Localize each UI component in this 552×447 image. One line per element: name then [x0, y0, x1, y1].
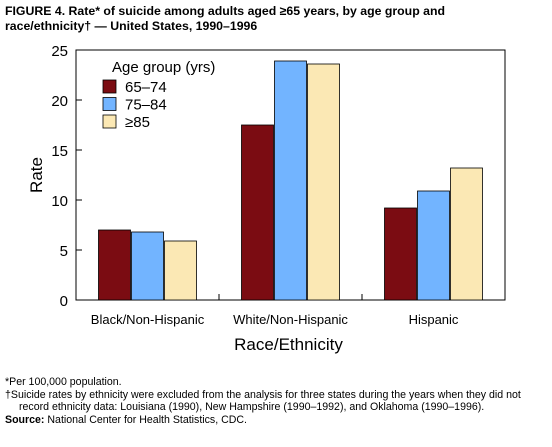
footnote-dagger: †Suicide rates by ethnicity were exclude… — [5, 388, 521, 414]
bar — [384, 207, 417, 301]
figure-title: FIGURE 4. Rate* of suicide among adults … — [5, 4, 545, 34]
footnotes: *Per 100,000 population. †Suicide rates … — [5, 376, 547, 426]
source-note: Source: National Center for Health Stati… — [5, 414, 547, 427]
legend-label: 65–74 — [125, 79, 167, 96]
legend-label: 75–84 — [125, 97, 167, 114]
bar — [417, 190, 450, 301]
legend-swatch — [102, 97, 117, 111]
chart-axes: 0 5 10 15 20 25 Rate Black/Non-Hispanic White/No… — [27, 43, 506, 354]
bar — [164, 240, 197, 301]
chart-bars — [98, 60, 483, 301]
bar — [307, 63, 340, 301]
y-tick-label: 0 — [60, 293, 68, 310]
source-label: Source: — [5, 413, 45, 426]
footnote-star: *Per 100,000 population. — [5, 376, 122, 388]
x-axis-label: Race/Ethnicity — [234, 335, 343, 354]
legend-swatch — [102, 114, 117, 129]
y-tick-label: 5 — [60, 243, 68, 260]
y-tick-label: 15 — [51, 143, 68, 160]
bar — [131, 231, 164, 301]
legend-title: Age group (yrs) — [112, 59, 215, 76]
bar — [241, 124, 274, 301]
y-axis-label: Rate — [27, 157, 46, 193]
x-tick-label: White/Non-Hispanic — [233, 312, 348, 327]
legend-label: ≥85 — [125, 114, 150, 131]
source-text: National Center for Health Statistics, C… — [44, 413, 247, 426]
bar — [98, 229, 131, 301]
legend-swatch — [102, 79, 117, 94]
y-tick-label: 20 — [51, 93, 68, 110]
bar-chart: 0 5 10 15 20 25 Rate Black/Non-Hispanic White/No… — [27, 43, 506, 354]
x-tick-label: Black/Non-Hispanic — [91, 312, 205, 327]
bar — [450, 167, 483, 301]
bar — [274, 60, 307, 301]
figure-title-line-2: race/ethnicity† — United States, 1990–19… — [5, 19, 258, 33]
figure-title-line-1: FIGURE 4. Rate* of suicide among adults … — [5, 4, 445, 18]
y-tick-label: 25 — [51, 43, 68, 60]
x-tick-label: Hispanic — [409, 312, 459, 327]
y-tick-label: 10 — [51, 193, 68, 210]
